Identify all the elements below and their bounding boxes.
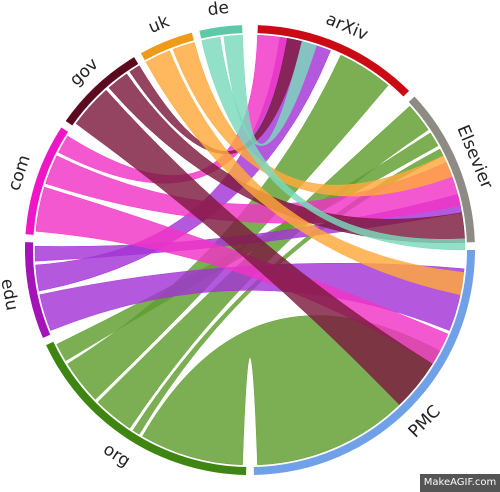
segment-label-org: org — [99, 439, 133, 471]
segment-label-pmc: PMC — [405, 402, 445, 442]
ribbon-uk-14 — [145, 50, 465, 295]
segment-arcs-group — [25, 25, 475, 475]
segment-arc-gov — [65, 57, 139, 126]
segment-arc-elsevier — [408, 96, 475, 243]
segment-arc-com — [25, 127, 69, 235]
ribbon-de-16 — [201, 36, 466, 251]
ribbon-gov-11 — [75, 89, 433, 406]
segment-arc-de — [199, 25, 243, 39]
ribbon-de-17 — [223, 34, 317, 146]
segment-label-edu: edu — [0, 277, 22, 312]
ribbon-com-8 — [35, 186, 449, 365]
segment-label-de: de — [206, 0, 230, 20]
segment-arc-edu — [25, 242, 51, 338]
ribbon-edu-5 — [39, 262, 465, 331]
ribbons-group — [34, 34, 466, 466]
segment-arc-org — [46, 341, 247, 475]
segment-label-arxiv: arXiv — [323, 9, 371, 45]
segment-arc-uk — [140, 32, 194, 61]
segment-label-com: com — [4, 153, 34, 194]
segment-label-uk: uk — [146, 12, 173, 38]
ribbon-uk-15 — [172, 42, 453, 197]
watermark-badge: MakeAGIF.com — [420, 474, 500, 492]
segment-label-gov: gov — [66, 54, 103, 90]
segment-arc-arxiv — [257, 25, 410, 97]
ribbon-org-4 — [132, 148, 444, 435]
